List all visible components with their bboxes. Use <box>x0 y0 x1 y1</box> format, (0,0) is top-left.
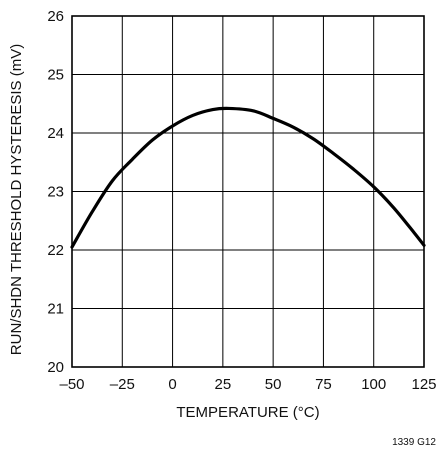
y-tick-label: 22 <box>47 242 64 259</box>
y-tick-label: 20 <box>47 359 64 376</box>
figure-id: 1339 G12 <box>392 437 436 448</box>
x-tick-label: 100 <box>361 376 386 393</box>
x-tick-label: 25 <box>215 376 232 393</box>
y-axis-title: RUN/SHDN THRESHOLD HYSTERESIS (mV) <box>8 44 25 355</box>
x-tick-label: –25 <box>110 376 135 393</box>
x-tick-label: 0 <box>168 376 176 393</box>
series-line-hysteresis <box>70 106 426 249</box>
plot-frame <box>71 15 425 368</box>
x-axis-title: TEMPERATURE (°C) <box>176 404 319 421</box>
y-tick-label: 26 <box>47 8 64 25</box>
y-tick-label: 21 <box>47 301 64 318</box>
x-tick-label: –50 <box>59 376 84 393</box>
y-tick-label: 23 <box>47 184 64 201</box>
x-tick-label: 75 <box>315 376 332 393</box>
y-tick-labels: 20 21 22 23 24 25 26 <box>47 8 64 376</box>
y-tick-label: 24 <box>47 125 64 142</box>
x-tick-label: 50 <box>265 376 282 393</box>
y-tick-label: 25 <box>47 67 64 84</box>
x-tick-labels: –50 –25 0 25 50 75 100 125 <box>59 376 436 393</box>
grid <box>71 15 425 368</box>
x-tick-label: 125 <box>411 376 436 393</box>
